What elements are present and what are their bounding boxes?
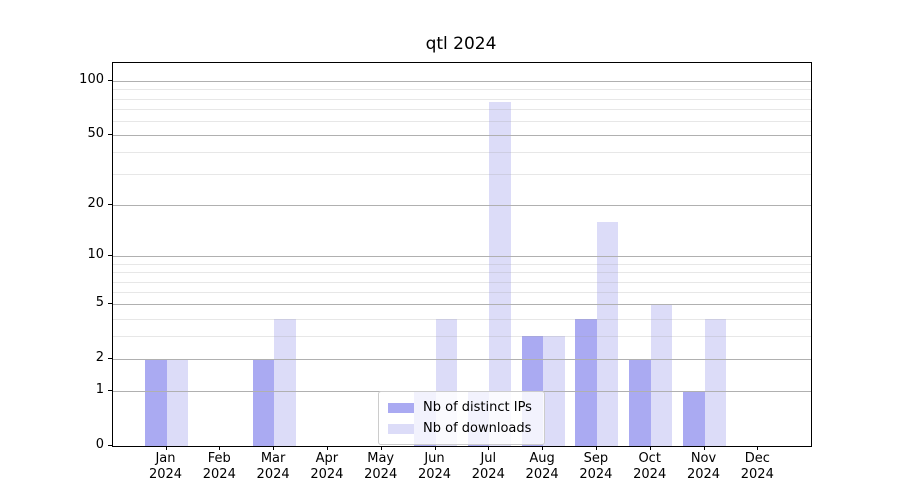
y-tick-mark-5 xyxy=(108,303,112,305)
x-tick-label-sep: Sep 2024 xyxy=(579,451,613,482)
y-tick-label-0: 0 xyxy=(95,437,104,452)
plot-canvas xyxy=(113,63,811,446)
y-tick-mark-10 xyxy=(108,255,112,257)
y-tick-mark-1 xyxy=(108,390,112,392)
minor-gridline-3 xyxy=(113,336,811,338)
minor-gridline-30 xyxy=(113,174,811,176)
y-tick-label-20: 20 xyxy=(87,196,104,212)
bar-distinct-ips-nov xyxy=(683,391,705,446)
bar-distinct-ips-mar xyxy=(252,359,275,446)
bar-downloads-nov xyxy=(704,318,726,446)
x-tick-mark-apr xyxy=(326,446,328,450)
x-tick-mark-may xyxy=(380,446,382,450)
major-gridline-10 xyxy=(113,256,811,258)
plot-area xyxy=(112,62,812,447)
x-tick-label-jul: Jul 2024 xyxy=(471,451,505,482)
x-tick-mark-nov xyxy=(703,446,705,450)
y-tick-label-1: 1 xyxy=(95,382,104,398)
y-tick-label-2: 2 xyxy=(95,350,104,366)
x-tick-mark-feb xyxy=(219,446,221,450)
major-gridline-20 xyxy=(113,205,811,207)
legend-swatch-downloads xyxy=(388,423,414,434)
legend-label-downloads: Nb of downloads xyxy=(423,421,532,436)
y-tick-mark-20 xyxy=(108,204,112,206)
x-tick-mark-jun xyxy=(434,446,436,450)
x-tick-mark-mar xyxy=(273,446,275,450)
minor-gridline-4 xyxy=(113,318,811,320)
x-tick-mark-oct xyxy=(649,446,651,450)
minor-gridline-7 xyxy=(113,281,811,283)
x-tick-label-apr: Apr 2024 xyxy=(310,451,344,482)
x-tick-label-jan: Jan 2024 xyxy=(148,451,183,482)
x-tick-label-aug: Aug 2024 xyxy=(525,451,559,482)
bar-downloads-mar xyxy=(274,318,296,446)
x-tick-label-mar: Mar 2024 xyxy=(256,451,290,482)
x-tick-mark-dec xyxy=(757,446,759,450)
y-tick-mark-50 xyxy=(108,134,112,136)
x-tick-mark-sep xyxy=(595,446,597,450)
major-gridline-50 xyxy=(113,135,811,137)
legend-row-distinct-ips: Nb of distinct IPs xyxy=(388,397,532,418)
x-tick-label-feb: Feb 2024 xyxy=(202,451,236,482)
legend-label-distinct-ips: Nb of distinct IPs xyxy=(423,400,532,415)
y-tick-label-5: 5 xyxy=(95,295,104,311)
major-gridline-2 xyxy=(113,359,811,361)
x-tick-label-jun: Jun 2024 xyxy=(417,451,452,482)
bar-downloads-sep xyxy=(596,221,619,446)
minor-gridline-80 xyxy=(113,98,811,100)
minor-gridline-60 xyxy=(113,120,811,122)
minor-gridline-9 xyxy=(113,263,811,265)
major-gridline-100 xyxy=(113,81,811,83)
minor-gridline-40 xyxy=(113,152,811,154)
y-tick-mark-100 xyxy=(108,80,112,82)
y-tick-label-50: 50 xyxy=(87,126,104,142)
bar-distinct-ips-sep xyxy=(575,318,597,446)
minor-gridline-8 xyxy=(113,272,811,274)
legend: Nb of distinct IPs Nb of downloads xyxy=(378,391,545,445)
y-tick-label-10: 10 xyxy=(87,247,104,263)
minor-gridline-90 xyxy=(113,89,811,91)
chart-title: qtl 2024 xyxy=(425,34,497,54)
x-tick-mark-jan xyxy=(165,446,167,450)
y-tick-mark-0 xyxy=(108,445,112,446)
legend-swatch-distinct-ips xyxy=(388,402,414,413)
major-gridline-5 xyxy=(113,304,811,306)
y-tick-label-100: 100 xyxy=(79,72,104,88)
x-tick-mark-jul xyxy=(488,446,490,450)
bar-downloads-oct xyxy=(650,304,673,446)
x-tick-label-may: May 2024 xyxy=(364,451,398,482)
legend-row-downloads: Nb of downloads xyxy=(388,418,532,439)
bar-downloads-jan xyxy=(166,359,188,446)
bar-distinct-ips-jan xyxy=(145,359,167,446)
x-tick-mark-aug xyxy=(542,446,544,450)
minor-gridline-70 xyxy=(113,108,811,110)
x-tick-label-oct: Oct 2024 xyxy=(633,451,667,482)
y-tick-mark-2 xyxy=(108,358,112,360)
x-tick-label-nov: Nov 2024 xyxy=(686,451,721,482)
minor-gridline-6 xyxy=(113,292,811,294)
x-tick-label-dec: Dec 2024 xyxy=(740,451,774,482)
bar-distinct-ips-oct xyxy=(629,359,651,446)
